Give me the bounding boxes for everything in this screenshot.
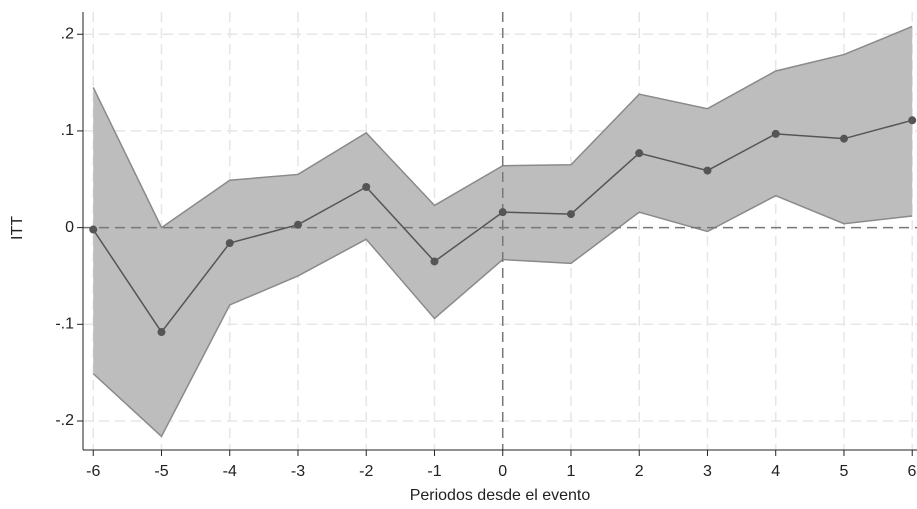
x-tick-label: -2 bbox=[359, 463, 373, 480]
estimate-point bbox=[225, 239, 234, 248]
y-axis-label: ITT bbox=[9, 216, 26, 240]
estimate-point bbox=[635, 149, 644, 158]
x-tick-label: 0 bbox=[498, 463, 507, 480]
estimate-point bbox=[703, 166, 712, 175]
x-tick-label: 6 bbox=[908, 463, 917, 480]
estimate-point bbox=[908, 116, 917, 125]
ci-band bbox=[93, 26, 913, 437]
y-tick-label: -.1 bbox=[55, 316, 74, 333]
x-tick-label: 1 bbox=[567, 463, 576, 480]
x-axis-label: Periodos desde el evento bbox=[410, 487, 591, 504]
x-tick-label: -6 bbox=[86, 463, 100, 480]
x-tick-label: -3 bbox=[291, 463, 305, 480]
x-tick-label: -5 bbox=[154, 463, 168, 480]
estimate-point bbox=[430, 257, 439, 266]
x-tick-label: 5 bbox=[840, 463, 849, 480]
x-tick-label: 2 bbox=[635, 463, 644, 480]
estimate-point bbox=[89, 225, 98, 234]
estimate-point bbox=[566, 210, 575, 219]
y-tick-label: .2 bbox=[61, 25, 74, 42]
estimate-point bbox=[839, 134, 848, 143]
x-tick-label: 3 bbox=[703, 463, 712, 480]
estimate-point bbox=[498, 208, 507, 217]
x-tick-label: -1 bbox=[427, 463, 441, 480]
estimate-point bbox=[293, 220, 302, 229]
x-tick-label: -4 bbox=[223, 463, 237, 480]
estimate-point bbox=[771, 129, 780, 138]
estimate-point bbox=[362, 183, 371, 192]
y-tick-label: -.2 bbox=[55, 412, 74, 429]
y-tick-label: 0 bbox=[65, 219, 74, 236]
y-tick-label: .1 bbox=[61, 122, 74, 139]
x-tick-label: 4 bbox=[771, 463, 780, 480]
estimate-point bbox=[157, 328, 166, 337]
